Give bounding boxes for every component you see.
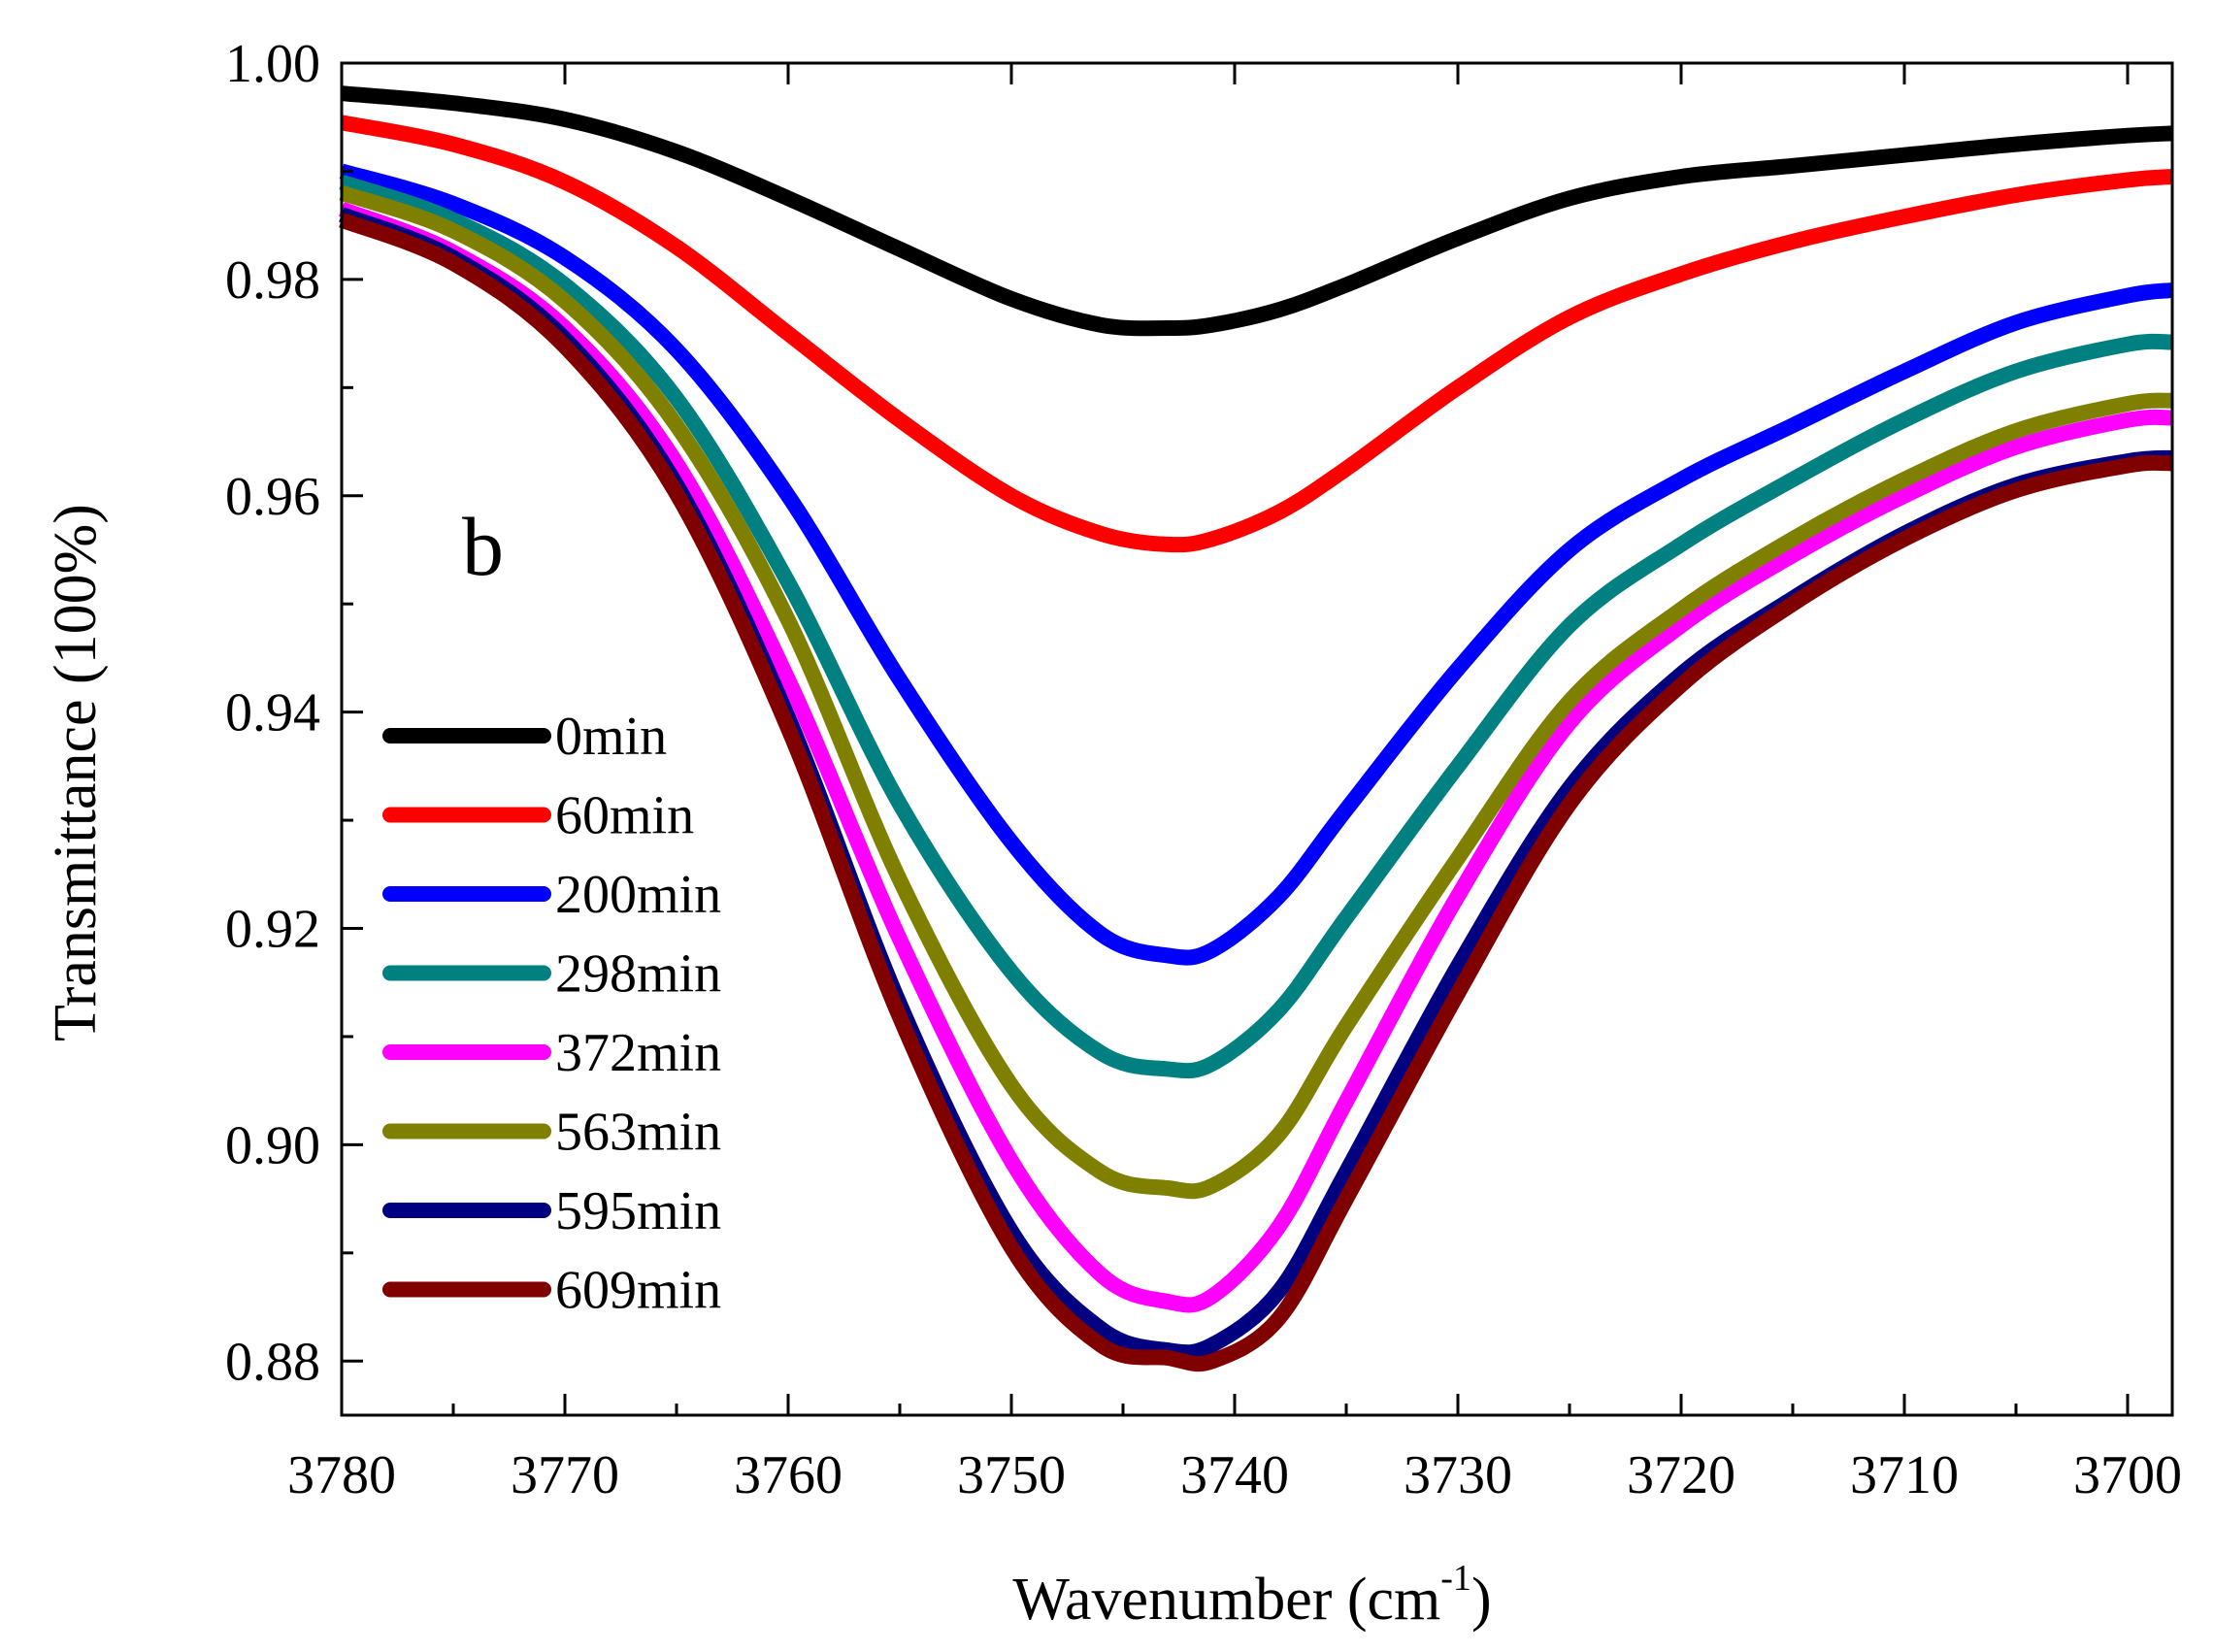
x-tick-label: 3720 (1627, 1445, 1735, 1505)
y-tick-label: 0.92 (225, 900, 320, 960)
x-tick-label: 3700 (2073, 1445, 2182, 1505)
legend-item-595min: 595min (382, 1181, 721, 1241)
y-tick-label: 0.96 (225, 467, 320, 527)
series-line-372min (339, 201, 2173, 1313)
legend-item-298min: 298min (382, 944, 721, 1005)
x-axis-title-main: Wavenumber (cm (1012, 1567, 1440, 1633)
x-axis-title-suffix: ) (1471, 1567, 1492, 1633)
x-tick-label: 3730 (1404, 1445, 1512, 1505)
y-tick-label: 0.90 (225, 1115, 320, 1175)
legend-label: 298min (555, 944, 721, 1005)
y-axis-title: Transmittance (100%) (43, 504, 109, 1041)
series-line-609min (339, 213, 2173, 1372)
plot-frame (340, 61, 2174, 1417)
y-tick-label: 0.94 (225, 683, 320, 743)
legend-item-563min: 563min (382, 1103, 721, 1163)
series-line-200min (339, 163, 2174, 966)
x-tick-label: 3750 (957, 1445, 1066, 1505)
x-axis-title: Wavenumber (cm-1) (1012, 1558, 1491, 1633)
x-tick-label: 3770 (511, 1445, 619, 1505)
legend-label: 609min (555, 1261, 721, 1321)
x-axis-title-superscript: -1 (1440, 1558, 1471, 1599)
series-layer (339, 85, 2174, 1372)
x-tick-label: 3710 (1850, 1445, 1959, 1505)
legend-label: 200min (555, 865, 721, 925)
legend-item-0min: 0min (382, 707, 667, 767)
y-tick-label: 1.00 (225, 34, 320, 94)
legend-item-372min: 372min (382, 1023, 721, 1083)
legend-item-609min: 609min (382, 1261, 721, 1321)
legend-label: 60min (555, 786, 694, 846)
legend-label: 372min (555, 1023, 721, 1083)
x-tick-label: 3780 (287, 1445, 396, 1505)
legend-item-60min: 60min (382, 786, 694, 846)
legend-label: 0min (555, 707, 667, 767)
x-tick-label: 3740 (1180, 1445, 1289, 1505)
series-line-60min (340, 115, 2173, 553)
y-tick-label: 0.98 (225, 250, 320, 311)
axes-layer: 3780 3770 3760 3750 3740 3730 3720 3710 3700 0.88… (225, 34, 2182, 1505)
x-tick-label: 3760 (734, 1445, 843, 1505)
series-line-563min (339, 185, 2173, 1200)
series-line-298min (339, 175, 2173, 1079)
legend-label: 595min (555, 1181, 721, 1241)
legend-label: 563min (555, 1103, 721, 1163)
panel-label: b (462, 500, 504, 593)
y-tick-label: 0.88 (225, 1332, 320, 1392)
series-line-0min (341, 85, 2173, 337)
legend-item-200min: 200min (382, 865, 721, 925)
legend: 0min 60min 200min 298min 372min 563min 595min 6… (382, 707, 721, 1321)
